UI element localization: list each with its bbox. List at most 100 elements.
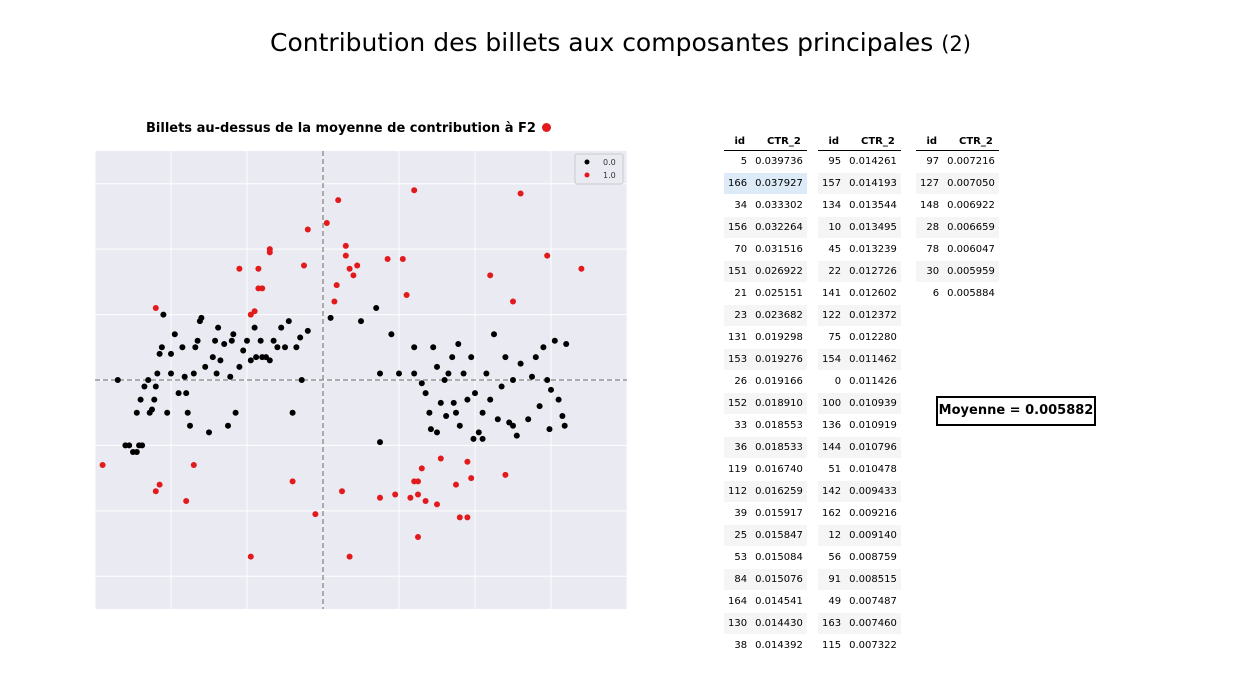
table-row: 36 0.018533 (724, 436, 807, 459)
data-point (236, 265, 243, 272)
data-point (323, 219, 330, 226)
table-row: 163 0.007460 (818, 612, 901, 635)
table-row: 75 0.012280 (818, 326, 901, 349)
data-point (187, 422, 193, 429)
table-row: 156 0.032264 (724, 216, 807, 239)
data-point (160, 311, 167, 318)
data-point (546, 426, 553, 433)
table-row: 70 0.031516 (724, 238, 807, 261)
data-point (411, 370, 418, 377)
data-point (154, 370, 161, 377)
cell-ctr2: 0.006922 (943, 194, 999, 217)
data-point (456, 514, 463, 521)
cell-id: 78 (916, 238, 944, 261)
column-header-ctr2: CTR_2 (943, 132, 999, 151)
data-point (339, 488, 345, 495)
data-point (278, 324, 285, 331)
data-point (517, 190, 524, 197)
cell-id: 141 (818, 282, 846, 305)
data-point (453, 481, 459, 488)
data-point (555, 396, 562, 403)
data-point (175, 390, 182, 397)
data-point (396, 370, 402, 377)
data-point (289, 478, 296, 485)
data-point (152, 305, 159, 312)
data-point (468, 354, 475, 361)
cell-id: 56 (818, 546, 846, 569)
data-point (411, 187, 418, 194)
data-point (551, 337, 558, 344)
data-point (217, 357, 224, 364)
data-point (437, 399, 444, 406)
data-point (298, 377, 305, 383)
cell-id: 151 (724, 260, 752, 283)
table-row: 22 0.012726 (818, 260, 901, 283)
data-point (228, 337, 235, 344)
cell-ctr2: 0.023682 (751, 304, 807, 327)
table-row: 152 0.018910 (724, 392, 807, 415)
table-row: 148 0.006922 (916, 194, 999, 217)
cell-id: 23 (724, 304, 752, 327)
cell-ctr2: 0.031516 (751, 238, 807, 261)
data-point (578, 265, 585, 272)
data-point (266, 249, 273, 256)
data-point (479, 435, 486, 442)
data-point (232, 409, 239, 416)
table-row: 112 0.016259 (724, 480, 807, 503)
cell-id: 53 (724, 546, 752, 569)
cell-id: 33 (724, 414, 752, 437)
cell-ctr2: 0.011462 (845, 348, 901, 371)
data-point (358, 318, 364, 325)
data-point (335, 197, 342, 204)
legend-label: 1.0 (603, 171, 616, 180)
table-row: 51 0.010478 (818, 458, 901, 481)
table-row: 28 0.006659 (916, 216, 999, 239)
cell-id: 122 (818, 304, 846, 327)
data-point (525, 416, 532, 423)
cell-id: 34 (724, 194, 752, 217)
cell-id: 136 (818, 414, 846, 437)
data-point (192, 344, 199, 351)
table-row: 5 0.039736 (724, 150, 807, 173)
cell-id: 51 (818, 458, 846, 481)
contribution-table-1: id CTR_2 5 0.039736 166 0.037927 34 0.033302 156… (724, 132, 807, 657)
table-row: 53 0.015084 (724, 546, 807, 569)
cell-ctr2: 0.015084 (751, 546, 807, 569)
data-point (215, 324, 222, 331)
data-point (259, 285, 266, 292)
table-row: 162 0.009216 (818, 502, 901, 525)
table-header-row: id CTR_2 (724, 132, 807, 151)
data-point (449, 354, 456, 361)
data-point (464, 458, 471, 465)
data-point (183, 390, 190, 397)
data-point (464, 514, 471, 521)
cell-id: 49 (818, 590, 846, 613)
data-point (331, 298, 338, 305)
data-point (388, 331, 395, 338)
data-point (181, 373, 188, 380)
table-header-row: id CTR_2 (916, 132, 999, 151)
data-point (168, 370, 174, 377)
cell-ctr2: 0.007460 (845, 612, 901, 635)
data-point (443, 412, 450, 419)
data-point (274, 344, 281, 351)
cell-id: 28 (916, 216, 944, 239)
cell-ctr2: 0.032264 (751, 216, 807, 239)
slide-title: Contribution des billets aux composantes… (0, 28, 1241, 57)
cell-ctr2: 0.008759 (845, 546, 901, 569)
data-point (544, 377, 551, 383)
data-point (354, 262, 361, 269)
cell-ctr2: 0.012602 (845, 282, 901, 305)
cell-ctr2: 0.019298 (751, 326, 807, 349)
cell-id: 152 (724, 392, 752, 415)
data-point (487, 396, 494, 403)
slide-title-text: Contribution des billets aux composantes… (270, 28, 934, 57)
data-point (475, 429, 482, 436)
data-point (434, 363, 440, 370)
table-row: 166 0.037927 (724, 172, 807, 195)
data-point (494, 416, 501, 423)
column-header-id: id (818, 132, 846, 151)
data-point (253, 354, 260, 361)
table-row: 157 0.014193 (818, 172, 901, 195)
cell-id: 25 (724, 524, 752, 547)
